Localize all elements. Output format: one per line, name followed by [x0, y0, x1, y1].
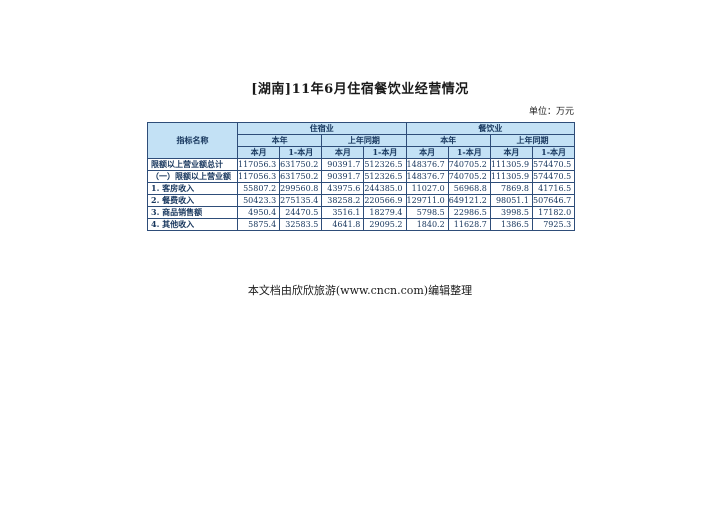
- cell-value: 56968.8: [447, 182, 491, 195]
- cell-value: 740705.2: [447, 158, 491, 171]
- page-title: [湖南]11年6月住宿餐饮业经营情况: [251, 82, 469, 97]
- header-row-months: 本月 1-本月 本月 1-本月 本月 1-本月 本月 1-本月: [148, 146, 576, 159]
- col-month: 本月: [321, 146, 365, 159]
- col-subgroup-current-year: 本年: [405, 134, 491, 147]
- table-row: 4. 其他收入 5875.4 32583.5 4641.8 29095.2 1840.2 1…: [147, 218, 576, 231]
- cell-value: 148376.7: [405, 170, 449, 183]
- cell-value: 3998.5: [489, 206, 534, 219]
- table-row: 1. 客房收入 55807.2 299560.8 43975.6 244385.0 110…: [147, 182, 576, 195]
- cell-value: 649121.2: [447, 194, 491, 207]
- row-label: 2. 餐费收入: [147, 194, 238, 207]
- cell-value: 220566.9: [363, 194, 407, 207]
- cell-value: 32583.5: [279, 218, 323, 231]
- col-ytd: 1-本月: [363, 146, 407, 159]
- cell-value: 7925.3: [532, 218, 576, 231]
- footer-credit: 本文档由欣欣旅游(www.cncn.com)编辑整理: [247, 284, 473, 297]
- cell-value: 11027.0: [405, 182, 449, 195]
- cell-value: 631750.2: [279, 170, 323, 183]
- col-group-accommodation: 住宿业: [237, 122, 407, 135]
- cell-value: 5875.4: [236, 218, 281, 231]
- col-group-catering: 餐饮业: [405, 122, 576, 135]
- cell-value: 244385.0: [363, 182, 407, 195]
- cell-value: 129711.0: [405, 194, 449, 207]
- cell-value: 55807.2: [236, 182, 281, 195]
- col-header-indicator: 指标名称: [147, 122, 238, 159]
- cell-value: 50423.3: [236, 194, 281, 207]
- cell-value: 5798.5: [405, 206, 449, 219]
- cell-value: 148376.7: [405, 158, 449, 171]
- table-row: 2. 餐费收入 50423.3 275135.4 38258.2 220566.9 129…: [147, 194, 576, 207]
- cell-value: 507646.7: [532, 194, 576, 207]
- cell-value: 18279.4: [363, 206, 407, 219]
- cell-value: 4950.4: [236, 206, 281, 219]
- cell-value: 29095.2: [363, 218, 407, 231]
- cell-value: 1840.2: [405, 218, 449, 231]
- cell-value: 631750.2: [279, 158, 323, 171]
- col-ytd: 1-本月: [447, 146, 491, 159]
- cell-value: 574470.5: [532, 158, 576, 171]
- cell-value: 117056.3: [236, 158, 281, 171]
- cell-value: 275135.4: [279, 194, 323, 207]
- cell-value: 11628.7: [447, 218, 491, 231]
- col-subgroup-last-year: 上年同期: [489, 134, 576, 147]
- row-label: 限额以上营业额总计: [147, 158, 238, 171]
- row-label: 3. 商品销售额: [147, 206, 238, 219]
- row-label: （一）限额以上营业额: [147, 170, 238, 183]
- col-month: 本月: [489, 146, 534, 159]
- table-row: 限额以上营业额总计 117056.3 631750.2 90391.7 512326.5…: [147, 158, 576, 171]
- cell-value: 299560.8: [279, 182, 323, 195]
- cell-value: 4641.8: [321, 218, 365, 231]
- table-body: 限额以上营业额总计 117056.3 631750.2 90391.7 512326.5…: [147, 158, 576, 231]
- cell-value: 512326.5: [363, 170, 407, 183]
- cell-value: 3516.1: [321, 206, 365, 219]
- col-month: 本月: [405, 146, 449, 159]
- cell-value: 43975.6: [321, 182, 365, 195]
- col-month: 本月: [236, 146, 281, 159]
- cell-value: 24470.5: [279, 206, 323, 219]
- col-ytd: 1-本月: [279, 146, 323, 159]
- col-subgroup-current-year: 本年: [236, 134, 323, 147]
- table-row: 3. 商品销售额 4950.4 24470.5 3516.1 18279.4 5798.5…: [147, 206, 576, 219]
- cell-value: 574470.5: [532, 170, 576, 183]
- cell-value: 1386.5: [489, 218, 534, 231]
- stats-table: 指标名称 住宿业 餐饮业 本年 上年同期 本年 上年同期 本月 1-本月 本月 …: [147, 122, 576, 231]
- cell-value: 111305.9: [489, 170, 534, 183]
- cell-value: 17182.0: [532, 206, 576, 219]
- cell-value: 38258.2: [321, 194, 365, 207]
- cell-value: 512326.5: [363, 158, 407, 171]
- unit-label: 单位：万元: [528, 107, 574, 117]
- cell-value: 98051.1: [489, 194, 534, 207]
- row-label: 1. 客房收入: [147, 182, 238, 195]
- col-subgroup-last-year: 上年同期: [321, 134, 407, 147]
- table-row: （一）限额以上营业额 117056.3 631750.2 90391.7 512326.…: [147, 170, 576, 183]
- cell-value: 7869.8: [489, 182, 534, 195]
- col-ytd: 1-本月: [532, 146, 576, 159]
- row-label: 4. 其他收入: [147, 218, 238, 231]
- cell-value: 90391.7: [321, 158, 365, 171]
- cell-value: 22986.5: [447, 206, 491, 219]
- cell-value: 90391.7: [321, 170, 365, 183]
- cell-value: 111305.9: [489, 158, 534, 171]
- cell-value: 117056.3: [236, 170, 281, 183]
- cell-value: 41716.5: [532, 182, 576, 195]
- header-row-groups: 指标名称 住宿业 餐饮业: [147, 122, 576, 159]
- cell-value: 740705.2: [447, 170, 491, 183]
